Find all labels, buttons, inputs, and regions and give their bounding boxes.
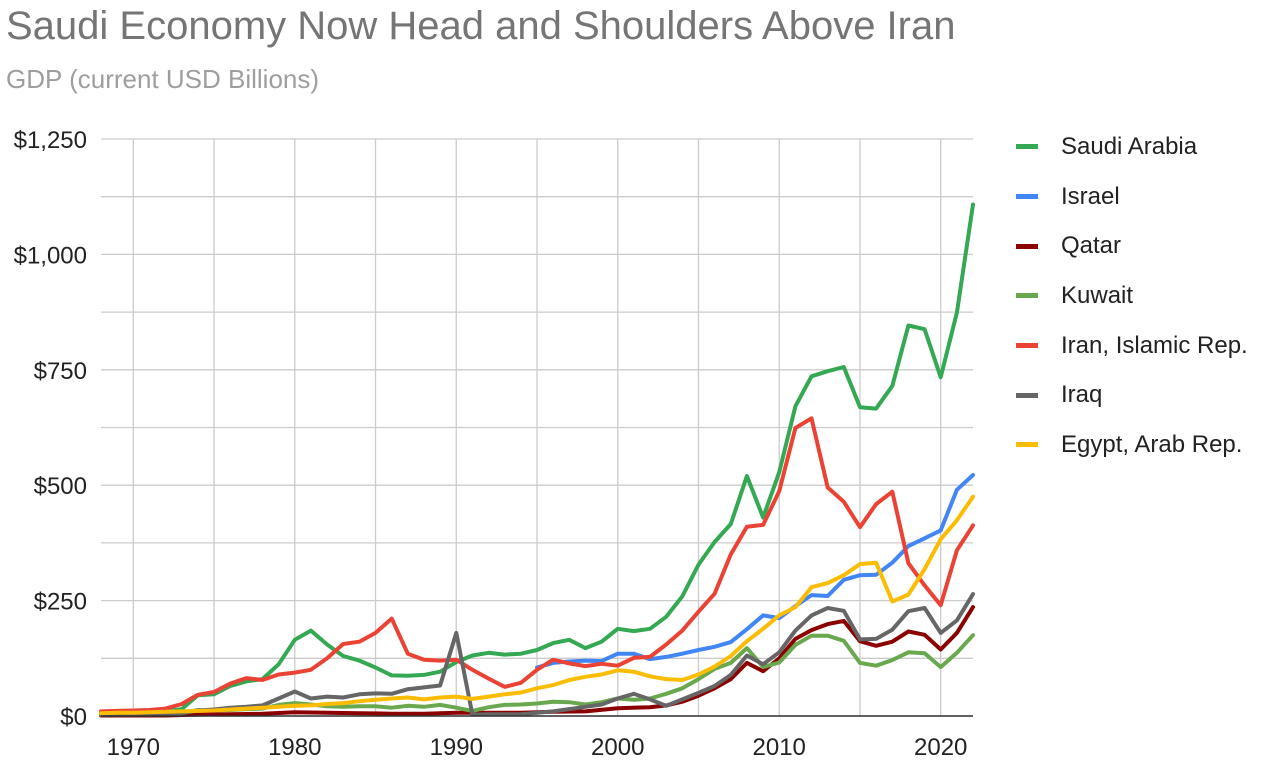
- legend-swatch: [1016, 442, 1038, 448]
- series-line-saudi-arabia: [99, 202, 975, 716]
- y-tick-label: $1,250: [14, 127, 87, 154]
- series-line-egypt-arab-rep: [99, 494, 975, 716]
- legend-item: Egypt, Arab Rep.: [1016, 420, 1248, 470]
- legend-label: Iran, Islamic Rep.: [1061, 331, 1248, 359]
- x-tick-label: 2020: [914, 734, 967, 761]
- legend-label: Israel: [1061, 182, 1120, 210]
- y-tick-label: $500: [34, 473, 87, 500]
- legend-item: Iraq: [1016, 370, 1248, 420]
- legend-swatch: [1016, 343, 1038, 349]
- legend-item: Iran, Islamic Rep.: [1016, 321, 1248, 371]
- axis-labels: $0 $250 $500 $750 $1,000 $1,250 1970 1980 1990 20…: [14, 127, 973, 761]
- legend-swatch: [1016, 243, 1038, 249]
- legend-swatch: [1016, 144, 1038, 150]
- gridlines: [101, 138, 973, 717]
- chart-title: Saudi Economy Now Head and Shoulders Abo…: [6, 4, 956, 48]
- legend-label: Iraq: [1061, 381, 1103, 409]
- legend-item: Saudi Arabia: [1016, 122, 1248, 172]
- legend-swatch: [1016, 194, 1038, 200]
- x-tick-label: 1980: [268, 734, 321, 761]
- legend-swatch: [1016, 293, 1038, 299]
- chart-legend: Saudi Arabia Israel Qatar Kuwait Iran, Islam…: [1016, 122, 1248, 470]
- y-tick-label: $750: [34, 358, 87, 385]
- series-line-israel: [535, 473, 975, 670]
- x-tick-label: 2000: [591, 734, 644, 761]
- series-lines: [99, 202, 975, 718]
- legend-item: Qatar: [1016, 221, 1248, 271]
- x-tick-label: 1970: [107, 734, 160, 761]
- x-tick-label: 2010: [753, 734, 806, 761]
- chart-subtitle: GDP (current USD Billions): [6, 64, 320, 94]
- legend-item: Kuwait: [1016, 271, 1248, 321]
- legend-item: Israel: [1016, 172, 1248, 222]
- series-line-iran-islamic-rep: [99, 416, 975, 714]
- x-tick-label: 1990: [430, 734, 483, 761]
- legend-label: Qatar: [1061, 232, 1122, 260]
- y-tick-label: $250: [34, 589, 87, 616]
- y-tick-label: $1,000: [14, 242, 87, 269]
- legend-label: Kuwait: [1061, 281, 1134, 309]
- legend-swatch: [1016, 392, 1038, 398]
- legend-label: Egypt, Arab Rep.: [1061, 430, 1243, 458]
- y-tick-label: $0: [60, 704, 87, 731]
- legend-label: Saudi Arabia: [1061, 132, 1198, 160]
